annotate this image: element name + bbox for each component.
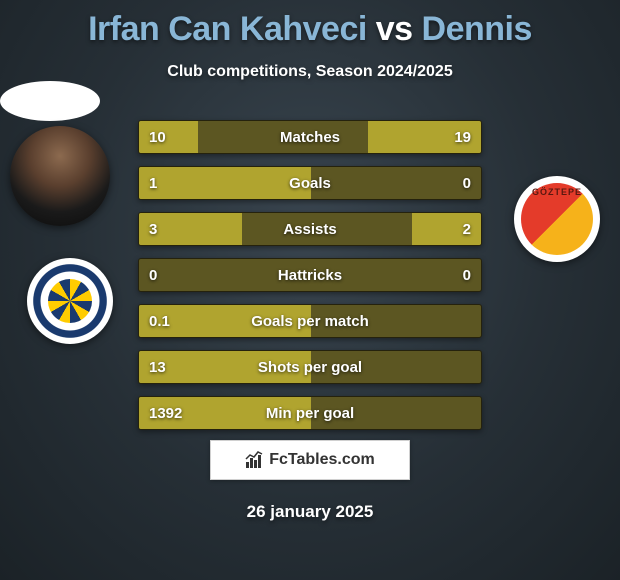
- player1-name: Irfan Can Kahveci: [88, 10, 367, 48]
- stat-row: 1392Min per goal: [138, 396, 482, 430]
- comparison-title: Irfan Can Kahveci vs Dennis: [0, 0, 620, 49]
- stat-label: Goals: [139, 167, 481, 199]
- stat-row: 10Goals: [138, 166, 482, 200]
- club2-name: GÖZTEPE: [521, 187, 593, 197]
- stat-row: 0.1Goals per match: [138, 304, 482, 338]
- brand-badge: FcTables.com: [210, 440, 410, 480]
- player2-avatar: [0, 81, 100, 121]
- player1-club-badge: [27, 258, 113, 344]
- player2-club-badge: GÖZTEPE: [514, 176, 600, 262]
- stat-row: 1019Matches: [138, 120, 482, 154]
- club2-inner-icon: GÖZTEPE: [521, 183, 593, 255]
- player1-avatar: [10, 126, 110, 226]
- brand-text: FcTables.com: [269, 451, 375, 469]
- stat-row: 00Hattricks: [138, 258, 482, 292]
- chart-icon: [245, 451, 263, 469]
- date-label: 26 january 2025: [0, 502, 620, 522]
- stat-label: Min per goal: [139, 397, 481, 429]
- stat-row: 32Assists: [138, 212, 482, 246]
- vs-text: vs: [376, 10, 413, 48]
- stat-label: Shots per goal: [139, 351, 481, 383]
- stat-label: Matches: [139, 121, 481, 153]
- stat-label: Hattricks: [139, 259, 481, 291]
- stat-row: 13Shots per goal: [138, 350, 482, 384]
- stat-label: Assists: [139, 213, 481, 245]
- stat-label: Goals per match: [139, 305, 481, 337]
- stat-comparison-chart: 1019Matches 10Goals 32Assists 00Hattricks 0.…: [138, 120, 482, 442]
- club1-inner-icon: [48, 279, 92, 323]
- player2-name: Dennis: [422, 10, 532, 48]
- subtitle: Club competitions, Season 2024/2025: [0, 63, 620, 81]
